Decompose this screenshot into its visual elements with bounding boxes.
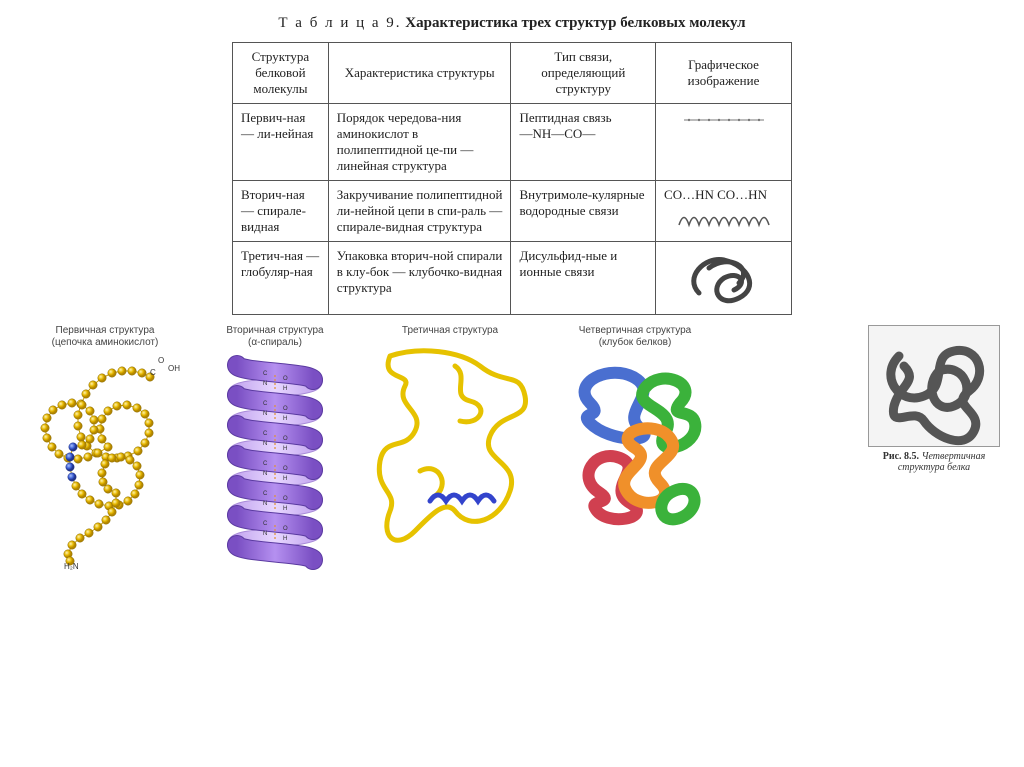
primary-label: Первичная структура (цепочка аминокислот… [20,325,190,349]
spiral-icon [674,205,774,235]
cell-structure: Третич-ная — глобуляр-ная [233,241,329,314]
svg-text:N: N [263,441,267,447]
svg-text:N: N [263,411,267,417]
svg-text:H: H [283,476,287,482]
bw-globule-svg [868,325,1000,447]
svg-text:O: O [283,406,288,412]
th-graphic: Графическое изображение [656,42,792,103]
table-header-row: Структура белковой молекулы Характеристи… [233,42,792,103]
svg-text:C: C [263,491,268,497]
svg-text:H: H [283,536,287,542]
quaternary-svg [550,353,720,553]
svg-text:O: O [283,376,288,382]
protein-structure-table: Структура белковой молекулы Характеристи… [232,42,792,315]
svg-text:OH: OH [168,364,180,373]
svg-text:N: N [263,501,267,507]
svg-text:O: O [283,526,288,532]
protein-structures-row: Первичная структура (цепочка аминокислот… [20,325,1004,573]
th-bond-type: Тип связи, определяющий структуру [511,42,656,103]
svg-text:H: H [283,386,287,392]
table-row: Первич-ная — ли-нейная Порядок чередова-… [233,103,792,180]
linear-chain-icon [679,110,769,130]
svg-text:O: O [158,356,164,365]
cell-bond: Внутримоле-кулярные водородные связи [511,180,656,241]
svg-text:C: C [263,371,268,377]
cell-structure: Вторич-ная — спирале-видная [233,180,329,241]
cell-bond: Пептидная связь —NH—CO— [511,103,656,180]
quaternary-label: Четвертичная структура (клубок белков) [550,325,720,349]
quaternary-structure: Четвертичная структура (клубок белков) [550,325,720,553]
tertiary-svg [360,341,540,561]
svg-text:C: C [263,521,268,527]
svg-text:C: C [263,461,268,467]
svg-text:C: C [150,368,156,377]
cell-graphic-spiral: CO…HN CO…HN [656,180,792,241]
svg-text:H: H [283,446,287,452]
cell-graphic-linear [656,103,792,180]
svg-text:H₂N: H₂N [64,562,79,571]
cell-characteristic: Упаковка вторич-ной спирали в клу-бок — … [328,241,511,314]
svg-text:O: O [283,466,288,472]
svg-text:O: O [283,496,288,502]
svg-text:C: C [263,401,268,407]
th-characteristic: Характеристика структуры [328,42,511,103]
bead-chain-svg: OH O C H₂N [20,353,190,573]
globule-icon [679,248,769,308]
secondary-structure: Вторичная структура (α-спираль) C O N H C O N H… [200,325,350,573]
primary-structure: Первичная структура (цепочка аминокислот… [20,325,190,573]
cell-structure: Первич-ная — ли-нейная [233,103,329,180]
table-row: Вторич-ная — спирале-видная Закручивание… [233,180,792,241]
th-structure: Структура белковой молекулы [233,42,329,103]
svg-text:N: N [263,381,267,387]
tertiary-label: Третичная структура [360,325,540,337]
svg-text:H: H [283,506,287,512]
cell-characteristic: Порядок чередова-ния аминокислот в полип… [328,103,511,180]
cell-graphic-globule [656,241,792,314]
table-row: Третич-ная — глобуляр-ная Упаковка втори… [233,241,792,314]
tertiary-structure: Третичная структура [360,325,540,561]
svg-text:C: C [263,431,268,437]
svg-text:N: N [263,471,267,477]
figure-caption: Рис. 8.5. Четвертичная структура белка [864,451,1004,473]
title-text: Характеристика трех структур белковых мо… [405,15,745,31]
title-lead: Т а б л и ц а 9. [278,15,401,31]
svg-text:N: N [263,531,267,537]
spiral-label: CO…HN CO…HN [664,187,783,203]
secondary-label: Вторичная структура (α-спираль) [200,325,350,349]
figure-8-5: Рис. 8.5. Четвертичная структура белка [864,325,1004,473]
svg-text:H: H [283,416,287,422]
table-title: Т а б л и ц а 9. Характеристика трех стр… [232,14,792,34]
cell-bond: Дисульфид-ные и ионные связи [511,241,656,314]
helix-svg: C O N H C O N H C O N H C O N H C O N H C O N H [200,353,350,573]
svg-text:O: O [283,436,288,442]
cell-characteristic: Закручивание полипептидной ли-нейной цеп… [328,180,511,241]
